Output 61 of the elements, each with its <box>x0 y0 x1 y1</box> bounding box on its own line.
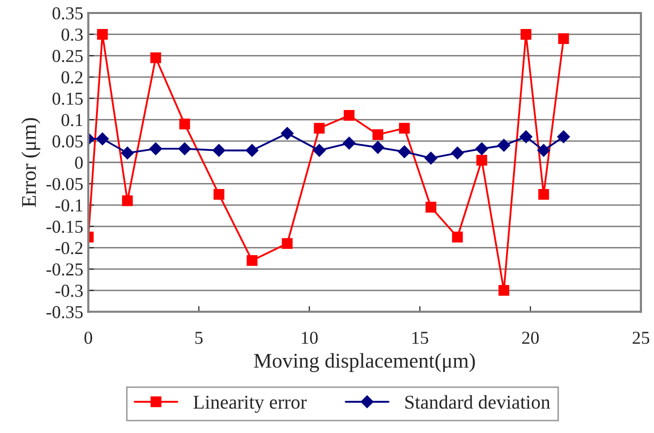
point <box>537 144 550 157</box>
point <box>121 146 134 160</box>
point <box>520 130 532 144</box>
point <box>282 238 293 249</box>
point <box>314 122 325 134</box>
x-tick-label: 5 <box>195 332 203 344</box>
point <box>178 142 192 156</box>
point <box>520 28 532 40</box>
x-tick-label: 20 <box>522 332 539 344</box>
point <box>122 195 133 206</box>
point <box>96 132 109 146</box>
point <box>398 145 411 158</box>
point <box>557 130 570 144</box>
x-tick-label: 10 <box>302 332 318 344</box>
point <box>476 154 488 166</box>
point <box>179 118 190 130</box>
point <box>280 126 294 140</box>
y-tick-label: 0.1 <box>62 114 82 126</box>
legend-label: Standard deviation <box>405 395 550 409</box>
x-tick-label: 25 <box>632 332 650 344</box>
point <box>97 28 108 40</box>
y-tick-label: -0.3 <box>56 284 83 297</box>
point <box>214 189 224 200</box>
point <box>372 129 384 140</box>
y-axis-title: Error (μm) <box>21 118 40 207</box>
point <box>498 285 510 296</box>
y-tick-label: -0.1 <box>56 199 82 212</box>
y-tick-label: -0.15 <box>46 220 83 233</box>
point <box>246 255 258 266</box>
y-tick-label: 0.3 <box>62 28 83 41</box>
point <box>342 136 356 150</box>
point <box>371 141 384 154</box>
point <box>538 189 550 200</box>
x-tick-label: 0 <box>84 332 92 344</box>
y-tick-label: -0.2 <box>56 242 82 254</box>
point <box>497 138 510 152</box>
y-tick-label: 0.15 <box>52 92 83 105</box>
y-tick-label: -0.05 <box>46 178 83 190</box>
y-tick-label: 0.35 <box>52 7 83 20</box>
point <box>452 232 463 242</box>
point <box>426 202 436 213</box>
point <box>451 146 464 160</box>
legend-label: Linearity error <box>193 396 307 413</box>
point <box>424 152 438 165</box>
y-tick-label: -0.35 <box>46 306 83 318</box>
y-tick-label: 0.2 <box>62 71 82 84</box>
point <box>150 52 162 64</box>
point <box>475 142 488 156</box>
x-axis-title: Moving displacement(μm) <box>254 353 475 372</box>
point <box>312 144 326 157</box>
point <box>246 144 258 157</box>
point <box>558 33 569 44</box>
x-tick-label: 15 <box>412 332 428 344</box>
y-tick-label: -0.25 <box>46 263 83 276</box>
point <box>149 142 162 156</box>
y-tick-label: 0.05 <box>52 135 83 148</box>
point <box>344 110 355 121</box>
y-tick-label: 0.25 <box>52 50 83 62</box>
point <box>399 122 410 134</box>
y-tick-label: 0 <box>75 156 83 169</box>
point <box>212 144 226 157</box>
